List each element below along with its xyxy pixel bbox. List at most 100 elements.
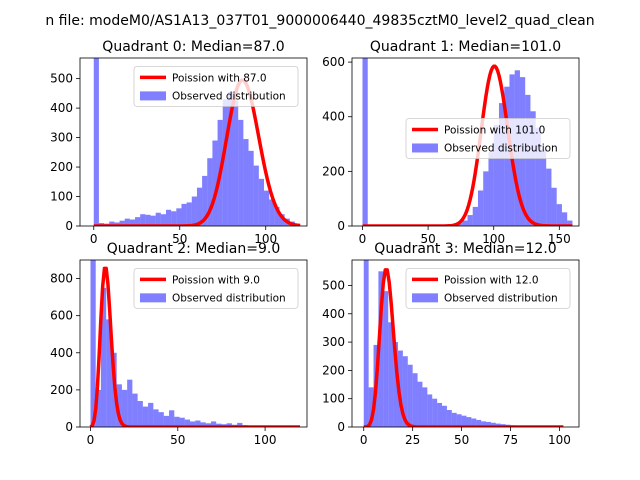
histogram-bar [488, 152, 494, 226]
histogram-bar [212, 140, 218, 226]
histogram-bar [100, 287, 107, 427]
histogram-bar [525, 94, 531, 226]
y-tick-label: 800 [50, 272, 73, 286]
histogram-bar [498, 103, 505, 226]
histogram-bar [540, 149, 547, 226]
histogram-bar [483, 171, 489, 226]
histogram-bar [493, 124, 499, 226]
histogram-bar [442, 405, 447, 427]
histogram-bar [530, 111, 536, 226]
y-tick-label: 100 [322, 392, 345, 406]
histogram-bar [202, 175, 208, 226]
y-tick-label: 600 [322, 55, 345, 69]
histogram-bar [129, 219, 136, 226]
histogram-bar [422, 387, 428, 427]
histogram-bar [363, 260, 369, 427]
panel-title: Quadrant 3: Median=12.0 [374, 241, 556, 257]
x-tick-label: 100 [482, 232, 505, 246]
quadrant-1-panel: Quadrant 1: Median=101.0 0 50 100 150 0 200 400… [322, 39, 580, 246]
histogram-bar [171, 211, 177, 226]
histogram-bar [383, 291, 389, 427]
histogram-bar [195, 420, 201, 427]
histogram-bar [176, 208, 182, 226]
histogram-bar [279, 214, 285, 226]
histogram-bar [446, 410, 452, 427]
y-tick-label: 400 [322, 110, 345, 124]
legend-histogram-swatch [412, 143, 438, 153]
histogram-bar [222, 99, 228, 226]
histogram-bar [153, 409, 159, 427]
y-tick-label: 400 [322, 307, 345, 321]
legend-box [405, 118, 571, 159]
histogram-bar [481, 421, 487, 427]
histogram-bar [362, 58, 368, 226]
histogram-bar [471, 418, 477, 427]
poisson-curve [363, 268, 564, 427]
histogram-bar [150, 215, 156, 226]
histogram-bar [205, 423, 211, 427]
legend-poisson-label: Poission with 101.0 [444, 124, 545, 136]
histogram-bar [477, 190, 484, 226]
y-tick-label: 600 [50, 309, 73, 323]
histogram-bar [253, 165, 259, 226]
histogram-bar [160, 214, 166, 226]
y-tick-label: 400 [50, 346, 73, 360]
y-tick-label: 0 [65, 219, 73, 233]
y-tick-label: 300 [50, 131, 73, 145]
histogram-bar [186, 202, 192, 226]
poisson-curve [93, 78, 301, 226]
histogram-bar [165, 209, 172, 226]
histogram-bar [121, 389, 128, 427]
histogram-bar [127, 379, 133, 427]
histogram-bar [427, 394, 433, 427]
y-tick-label: 100 [50, 190, 73, 204]
histogram-bar [190, 421, 196, 427]
legend-histogram-label: Observed distribution [444, 292, 558, 304]
y-tick-label: 500 [50, 72, 73, 86]
figure-suptitle: n file: modeM0/AS1A13_037T01_9000006440_… [45, 13, 594, 29]
histogram-bar [106, 319, 112, 427]
histogram-bar [109, 221, 115, 226]
legend: Poission with 12.0 Observed distribution [405, 267, 571, 309]
axes-frame [79, 57, 308, 227]
histogram-bar [437, 402, 443, 427]
histogram-bar [269, 199, 275, 226]
histogram-bar [561, 212, 568, 226]
legend: Poission with 101.0 Observed distribution [405, 118, 571, 159]
legend-box [405, 267, 571, 309]
histogram-bar [184, 419, 191, 427]
histogram-bar [119, 220, 125, 226]
y-tick-label: 0 [65, 420, 73, 434]
legend: Poission with 9.0 Observed distribution [133, 267, 299, 309]
panel-title: Quadrant 2: Median=9.0 [107, 241, 281, 257]
histogram-bar [140, 214, 146, 226]
histogram-bar [90, 260, 96, 427]
histogram-bar [467, 215, 473, 226]
histogram-bar [174, 416, 180, 427]
histogram-bar [200, 422, 206, 427]
axes-frame [351, 57, 580, 227]
legend-histogram-label: Observed distribution [444, 142, 558, 154]
histogram-bar [402, 356, 408, 427]
poisson-curve [89, 266, 301, 427]
histogram-bar [264, 190, 270, 226]
histogram-bar [248, 150, 254, 226]
x-tick-label: 25 [405, 433, 420, 447]
histogram-bar [124, 218, 130, 226]
y-tick-label: 300 [322, 335, 345, 349]
histogram-bar [556, 204, 562, 226]
axes-frame [351, 259, 580, 428]
x-tick-label: 100 [548, 433, 571, 447]
histogram-bar [378, 271, 384, 427]
histogram-bar [274, 206, 280, 226]
histogram-bar [462, 220, 468, 226]
quadrant-2-panel: Quadrant 2: Median=9.0 0 50 100 0 200 400 600 80… [50, 241, 308, 447]
legend-poisson-label: Poission with 87.0 [172, 72, 267, 84]
histogram-bar [451, 412, 457, 427]
histogram-bar [238, 119, 244, 226]
histogram-bar [476, 419, 482, 427]
legend-histogram-label: Observed distribution [172, 292, 286, 304]
histogram-bar [388, 322, 394, 427]
histogram-bar [432, 398, 438, 427]
